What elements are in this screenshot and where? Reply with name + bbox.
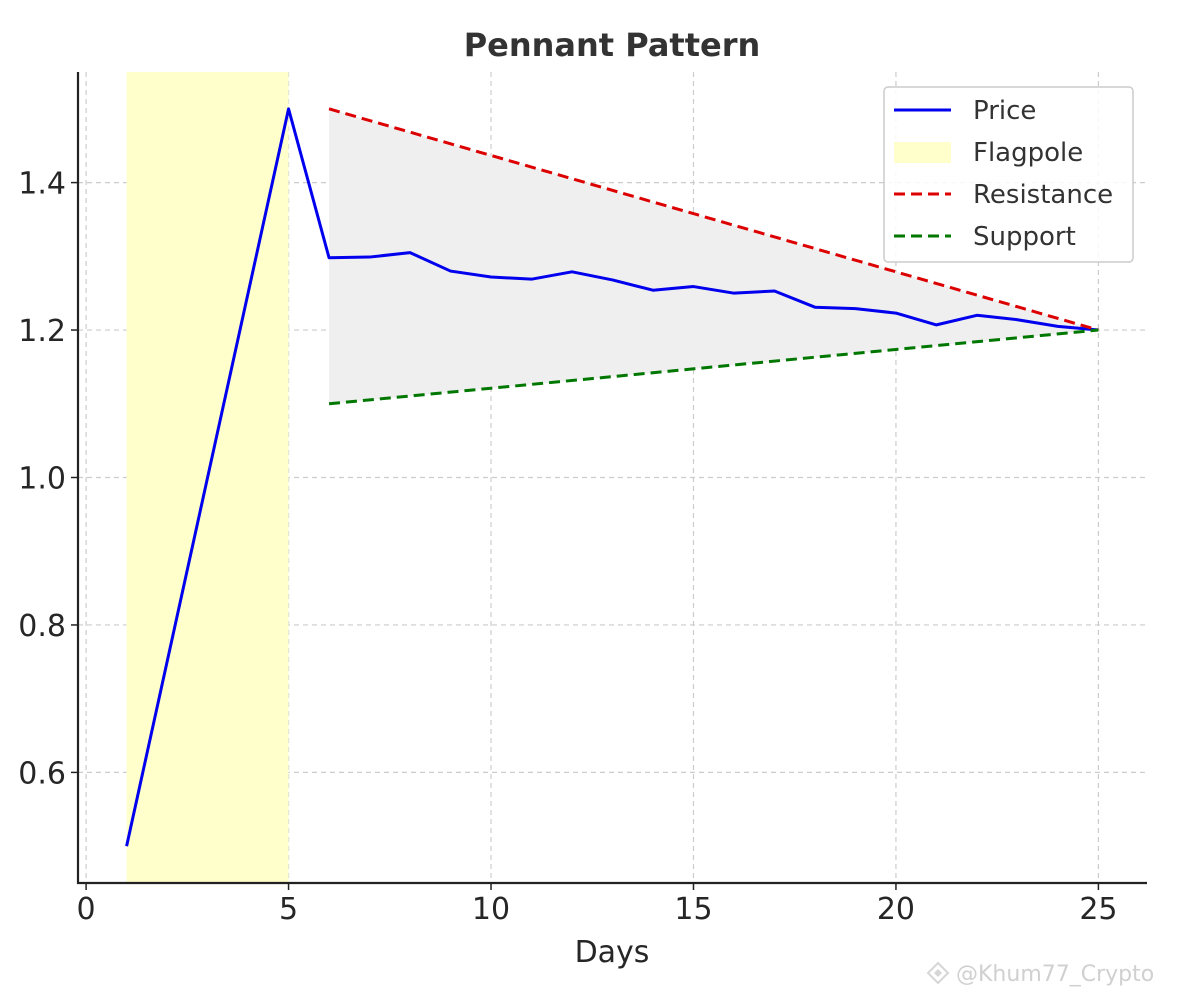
legend-label-flagpole: Flagpole xyxy=(973,138,1083,168)
x-axis-label: Days xyxy=(575,935,650,970)
x-tick-label: 0 xyxy=(77,892,96,927)
legend-swatch-flagpole xyxy=(894,142,951,163)
y-tick-label: 0.6 xyxy=(18,756,66,791)
y-tick-label: 0.8 xyxy=(18,609,66,644)
y-tick-label: 1.0 xyxy=(18,462,66,497)
series xyxy=(125,107,1099,847)
y-tick-label: 1.2 xyxy=(18,314,66,349)
resistance-line xyxy=(328,107,1099,332)
x-tick-label: 20 xyxy=(877,892,915,927)
legend-label-support: Support xyxy=(973,222,1076,252)
legend: Price Flagpole Resistance Support xyxy=(883,86,1134,263)
x-tick-label: 5 xyxy=(279,892,298,927)
support-line xyxy=(328,328,1099,406)
x-tick-label: 10 xyxy=(472,892,510,927)
watermark-text: @Khum77_Crypto xyxy=(956,962,1154,987)
x-tick-label: 25 xyxy=(1079,892,1117,927)
axes: 0 5 10 15 20 25 0.6 0.8 1.0 1.2 1.4 xyxy=(18,72,1147,927)
legend-label-price: Price xyxy=(973,96,1036,126)
chart-title: Pennant Pattern xyxy=(464,26,761,64)
legend-label-resistance: Resistance xyxy=(973,180,1113,210)
watermark: @Khum77_Crypto xyxy=(926,961,1154,987)
y-tick-label: 1.4 xyxy=(18,167,66,202)
pennant-region xyxy=(329,108,1099,404)
x-tick-label: 15 xyxy=(674,892,712,927)
binance-logo-icon xyxy=(926,961,950,985)
price-line xyxy=(125,107,1099,847)
legend-box xyxy=(883,86,1134,263)
